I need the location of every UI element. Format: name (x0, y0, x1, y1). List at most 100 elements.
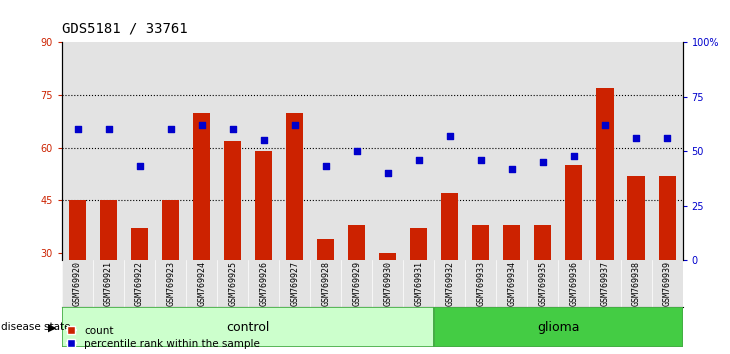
Text: GSM769932: GSM769932 (445, 261, 454, 306)
Bar (286, 113, 303, 260)
Bar (534, 225, 551, 260)
Bar (124, 42, 155, 260)
Point (382, 170, 393, 176)
Bar (193, 113, 210, 260)
Bar (186, 260, 218, 307)
Text: GSM769935: GSM769935 (539, 261, 548, 306)
Text: GSM769920: GSM769920 (73, 261, 82, 306)
Bar (218, 260, 248, 307)
Text: GSM769922: GSM769922 (135, 261, 144, 306)
Bar (69, 200, 86, 260)
Bar (62, 42, 93, 260)
Bar (652, 42, 683, 260)
Point (444, 133, 456, 139)
Point (475, 157, 487, 163)
Bar (186, 42, 218, 260)
Bar (93, 260, 124, 307)
Point (320, 164, 331, 169)
Bar (472, 225, 489, 260)
Bar (124, 260, 155, 307)
Bar (224, 141, 241, 260)
Text: GSM769926: GSM769926 (259, 261, 268, 306)
Bar (380, 253, 396, 260)
Point (413, 157, 425, 163)
Bar (558, 42, 590, 260)
Bar (496, 42, 528, 260)
Bar (620, 42, 652, 260)
Bar (162, 200, 179, 260)
Point (196, 122, 207, 128)
Text: glioma: glioma (537, 321, 580, 334)
Bar (628, 176, 645, 260)
Text: GSM769925: GSM769925 (228, 261, 237, 306)
Bar (62, 307, 434, 347)
Text: GSM769938: GSM769938 (631, 261, 640, 306)
Bar (279, 42, 310, 260)
Bar (318, 239, 334, 260)
Bar (496, 260, 528, 307)
Legend: count, percentile rank within the sample: count, percentile rank within the sample (67, 326, 260, 349)
Point (661, 135, 673, 141)
Point (599, 122, 611, 128)
Bar (372, 260, 404, 307)
Bar (218, 42, 248, 260)
Bar (255, 151, 272, 260)
Text: GSM769928: GSM769928 (321, 261, 330, 306)
Bar (62, 260, 93, 307)
Bar (528, 260, 558, 307)
Bar (434, 260, 466, 307)
Bar (404, 42, 434, 260)
Text: GSM769931: GSM769931 (415, 261, 423, 306)
Text: ▶: ▶ (48, 322, 57, 332)
Bar (310, 260, 342, 307)
Text: disease state: disease state (1, 322, 70, 332)
Bar (410, 228, 427, 260)
Text: GSM769929: GSM769929 (353, 261, 361, 306)
Point (227, 127, 239, 132)
Point (72, 127, 83, 132)
Point (134, 164, 145, 169)
Bar (558, 260, 590, 307)
Text: GSM769933: GSM769933 (477, 261, 485, 306)
Bar (434, 307, 683, 347)
Text: GSM769936: GSM769936 (569, 261, 578, 306)
Text: GSM769924: GSM769924 (197, 261, 206, 306)
Bar (466, 42, 496, 260)
Text: GSM769930: GSM769930 (383, 261, 392, 306)
Text: GSM769937: GSM769937 (601, 261, 610, 306)
Bar (248, 42, 279, 260)
Bar (342, 260, 372, 307)
Text: GSM769927: GSM769927 (291, 261, 299, 306)
Bar (155, 260, 186, 307)
Bar (131, 228, 148, 260)
Bar (442, 193, 458, 260)
Bar (504, 225, 520, 260)
Bar (248, 260, 279, 307)
Point (258, 137, 269, 143)
Point (568, 153, 580, 158)
Point (506, 166, 518, 171)
Bar (466, 260, 496, 307)
Bar (566, 165, 583, 260)
Bar (155, 42, 186, 260)
Point (289, 122, 301, 128)
Bar (93, 42, 124, 260)
Bar (310, 42, 342, 260)
Bar (279, 260, 310, 307)
Bar (404, 260, 434, 307)
Point (165, 127, 177, 132)
Bar (590, 260, 620, 307)
Bar (372, 42, 404, 260)
Bar (100, 200, 117, 260)
Point (351, 148, 363, 154)
Bar (652, 260, 683, 307)
Text: GSM769934: GSM769934 (507, 261, 516, 306)
Bar (528, 42, 558, 260)
Bar (342, 42, 372, 260)
Bar (658, 176, 675, 260)
Bar (620, 260, 652, 307)
Bar (434, 42, 466, 260)
Bar (348, 225, 365, 260)
Point (630, 135, 642, 141)
Text: GSM769921: GSM769921 (104, 261, 113, 306)
